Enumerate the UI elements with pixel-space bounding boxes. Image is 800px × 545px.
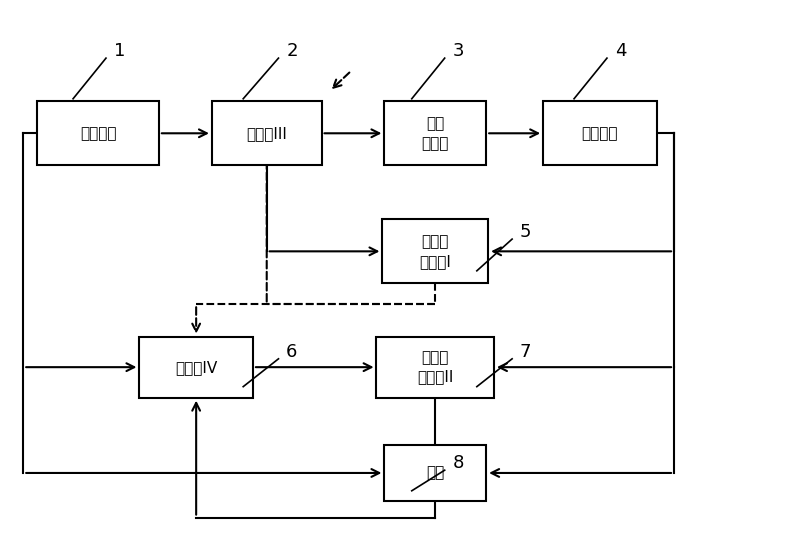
Text: 4: 4 xyxy=(615,43,627,60)
FancyBboxPatch shape xyxy=(139,336,253,398)
Text: 电液
伺服器: 电液 伺服器 xyxy=(422,116,449,150)
Text: 延时: 延时 xyxy=(426,465,445,481)
Text: 8: 8 xyxy=(452,455,464,473)
FancyBboxPatch shape xyxy=(382,219,488,283)
Text: 自适应
滤波器II: 自适应 滤波器II xyxy=(417,350,454,385)
Text: 滤波器IV: 滤波器IV xyxy=(175,360,218,374)
FancyBboxPatch shape xyxy=(38,101,159,165)
FancyBboxPatch shape xyxy=(212,101,322,165)
Text: 7: 7 xyxy=(520,343,531,361)
Text: 响应信号: 响应信号 xyxy=(582,126,618,141)
FancyBboxPatch shape xyxy=(543,101,657,165)
FancyBboxPatch shape xyxy=(384,101,486,165)
Text: 2: 2 xyxy=(287,43,298,60)
FancyBboxPatch shape xyxy=(384,445,486,501)
Text: 3: 3 xyxy=(453,43,465,60)
Text: 滤波器III: 滤波器III xyxy=(246,126,287,141)
Text: 6: 6 xyxy=(286,343,298,361)
FancyBboxPatch shape xyxy=(377,336,494,398)
Text: 自适应
滤波器I: 自适应 滤波器I xyxy=(419,234,451,269)
Text: 1: 1 xyxy=(114,43,126,60)
Text: 参考信号: 参考信号 xyxy=(80,126,117,141)
Text: 5: 5 xyxy=(520,223,531,241)
